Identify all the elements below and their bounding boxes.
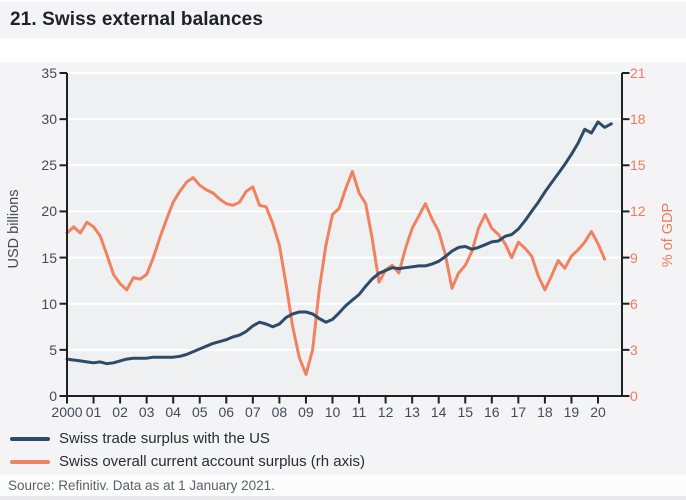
- bottom-strip: [0, 496, 686, 500]
- tick-label: 09: [298, 404, 314, 420]
- tick-label: 08: [271, 404, 288, 420]
- tick-label: 07: [245, 404, 261, 420]
- tick-label: 14: [430, 404, 447, 420]
- tick-label: 18: [630, 111, 646, 128]
- tick-label: 18: [537, 404, 553, 420]
- tick-label: 20: [590, 404, 606, 420]
- series-line-right: [65, 169, 607, 376]
- tick-label: 0: [49, 388, 57, 404]
- plot-background: [67, 73, 622, 396]
- tick-label: 10: [324, 404, 341, 420]
- source-band: Source: Refinitiv. Data as at 1 January …: [0, 475, 686, 496]
- plot-area: [59, 72, 630, 404]
- tick-label: 17: [510, 404, 527, 420]
- tick-label: 12: [377, 404, 394, 420]
- tick-label: 25: [41, 157, 57, 174]
- tick-label: 15: [457, 404, 474, 420]
- tick-label: 15: [41, 249, 57, 266]
- tick-label: 6: [630, 295, 638, 312]
- tick-label: 13: [404, 404, 420, 420]
- tick-label: 11: [351, 404, 367, 420]
- tick-label: 06: [218, 404, 235, 420]
- tick-label: 01: [85, 404, 102, 420]
- tick-label: 05: [191, 404, 208, 420]
- source-text: Source: Refinitiv. Data as at 1 January …: [8, 478, 275, 493]
- legend-label-current-account: Swiss overall current account surplus (r…: [59, 453, 365, 470]
- tick-label: 3: [630, 341, 638, 358]
- tick-label: 12: [630, 203, 646, 220]
- legend-item-trade-surplus: Swiss trade surplus with the US: [10, 427, 365, 450]
- tick-label: 02: [112, 404, 128, 420]
- legend-line-swatch-orange: [10, 459, 50, 464]
- tick-label: 2000: [51, 404, 83, 420]
- tick-label: 15: [630, 157, 646, 174]
- tick-label: 0: [630, 388, 638, 404]
- tick-label: 16: [484, 404, 500, 420]
- tick-label: 10: [41, 295, 57, 312]
- tick-label: 30: [41, 111, 57, 128]
- tick-label: 04: [165, 404, 181, 420]
- tick-label: 35: [41, 65, 57, 81]
- chart-title: 21. Swiss external balances: [10, 9, 264, 30]
- legend-line-swatch-navy: [10, 436, 50, 441]
- tick-label: 21: [630, 65, 646, 81]
- tick-label: 9: [630, 249, 638, 266]
- tick-label: 5: [49, 341, 57, 358]
- chart-title-band: 21. Swiss external balances: [0, 2, 686, 38]
- tick-label: 03: [138, 404, 155, 420]
- tick-label: 19: [563, 404, 580, 420]
- tick-label: 20: [41, 203, 57, 220]
- legend-label-trade-surplus: Swiss trade surplus with the US: [59, 430, 270, 447]
- chart-legend: Swiss trade surplus with the US Swiss ov…: [10, 427, 365, 473]
- series-line-left: [65, 120, 613, 366]
- legend-item-current-account: Swiss overall current account surplus (r…: [10, 450, 365, 473]
